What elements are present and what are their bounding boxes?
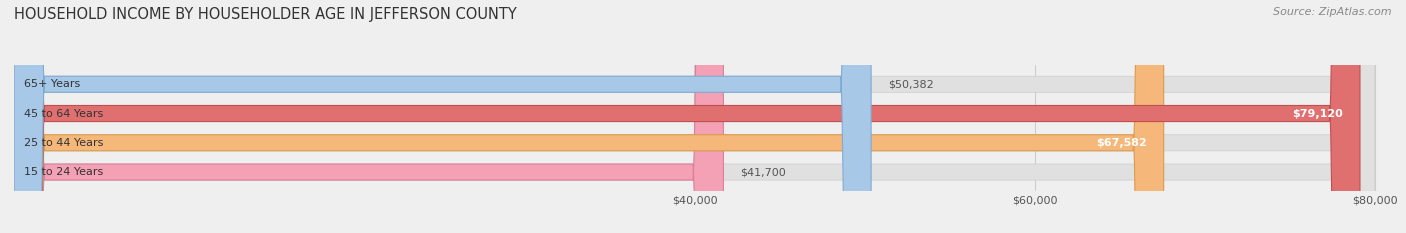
Text: 65+ Years: 65+ Years	[24, 79, 80, 89]
Text: $79,120: $79,120	[1292, 109, 1343, 119]
FancyBboxPatch shape	[14, 0, 1164, 233]
Text: 45 to 64 Years: 45 to 64 Years	[24, 109, 104, 119]
Text: $50,382: $50,382	[889, 79, 934, 89]
Text: 15 to 24 Years: 15 to 24 Years	[24, 167, 104, 177]
FancyBboxPatch shape	[14, 0, 1375, 233]
FancyBboxPatch shape	[14, 0, 1360, 233]
Text: HOUSEHOLD INCOME BY HOUSEHOLDER AGE IN JEFFERSON COUNTY: HOUSEHOLD INCOME BY HOUSEHOLDER AGE IN J…	[14, 7, 517, 22]
Text: $41,700: $41,700	[741, 167, 786, 177]
Text: $67,582: $67,582	[1095, 138, 1147, 148]
FancyBboxPatch shape	[14, 0, 1375, 233]
FancyBboxPatch shape	[14, 0, 724, 233]
FancyBboxPatch shape	[14, 0, 1375, 233]
FancyBboxPatch shape	[14, 0, 872, 233]
Text: 25 to 44 Years: 25 to 44 Years	[24, 138, 104, 148]
FancyBboxPatch shape	[14, 0, 1375, 233]
Text: Source: ZipAtlas.com: Source: ZipAtlas.com	[1274, 7, 1392, 17]
